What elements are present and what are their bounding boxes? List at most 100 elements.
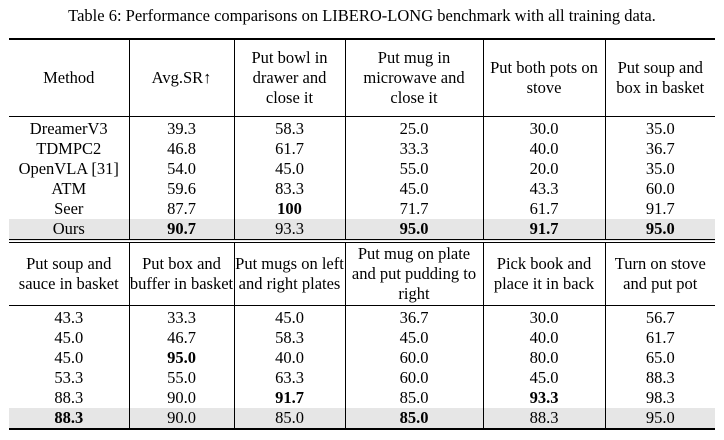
value-cell-best: 95.0 <box>129 348 235 368</box>
value-cell: 55.0 <box>129 368 235 388</box>
value-cell: 35.0 <box>645 119 675 138</box>
table-row: TDMPC2 46.8 61.7 33.3 40.0 36.7 <box>9 139 715 159</box>
value-cell: 53.3 <box>9 368 130 388</box>
table1-header-row: Method Avg.SR↑ Put bowl in drawer and cl… <box>9 38 715 117</box>
value-cell: 60.0 <box>345 368 484 388</box>
value-cell: 88.3 <box>483 408 606 430</box>
results-table: Method Avg.SR↑ Put bowl in drawer and cl… <box>9 38 715 430</box>
table-row: 43.3 33.3 45.0 36.7 30.0 56.7 <box>9 305 715 328</box>
col-header-task9: Pick book and place it in back <box>483 241 606 306</box>
value-cell: 98.3 <box>645 388 675 407</box>
col-header-method: Method <box>9 38 130 117</box>
table-row: ATM 59.6 83.3 45.0 43.3 60.0 <box>9 179 715 199</box>
value-cell: 40.0 <box>483 328 606 348</box>
value-cell: 45.0 <box>234 159 346 179</box>
method-cell: DreamerV3 <box>9 116 130 139</box>
col-header-task4: Put soup and box in basket <box>605 38 715 117</box>
value-cell: 90.0 <box>129 388 235 408</box>
value-cell: 45.0 <box>345 328 484 348</box>
value-cell-best: 85.0 <box>345 408 484 430</box>
value-cell: 33.3 <box>345 139 484 159</box>
value-cell: 60.0 <box>345 348 484 368</box>
col-header-avg-sr: Avg.SR↑ <box>129 38 235 117</box>
value-cell: 85.0 <box>345 388 484 408</box>
value-cell: 87.7 <box>129 199 235 219</box>
value-cell: 35.0 <box>645 159 675 178</box>
value-cell-best: 90.7 <box>129 219 235 243</box>
value-cell: 91.7 <box>645 199 675 218</box>
value-cell: 46.8 <box>129 139 235 159</box>
value-cell: 95.0 <box>605 408 715 430</box>
value-cell: 56.7 <box>645 308 675 327</box>
value-cell: 80.0 <box>483 348 606 368</box>
value-cell: 88.3 <box>645 368 675 387</box>
col-header-task6: Put box and buffer in basket <box>129 241 235 306</box>
value-cell: 61.7 <box>483 199 606 219</box>
table-caption: Table 6: Performance comparisons on LIBE… <box>68 6 656 25</box>
value-cell: 63.3 <box>234 368 346 388</box>
value-cell: 61.7 <box>645 328 675 347</box>
value-cell-best: 100 <box>234 199 346 219</box>
value-cell-best: 93.3 <box>483 388 606 408</box>
value-cell-best: 88.3 <box>9 408 130 430</box>
value-cell: 45.0 <box>483 368 606 388</box>
value-cell: 54.0 <box>129 159 235 179</box>
value-cell: 58.3 <box>234 328 346 348</box>
value-cell: 88.3 <box>9 388 130 408</box>
col-header-task8: Put mug on plate and put pudding to righ… <box>345 241 484 306</box>
col-header-task1: Put bowl in drawer and close it <box>234 38 346 117</box>
value-cell: 83.3 <box>234 179 346 199</box>
value-cell: 58.3 <box>234 116 346 139</box>
value-cell: 36.7 <box>645 139 675 158</box>
value-cell: 55.0 <box>345 159 484 179</box>
method-cell: Seer <box>9 199 130 219</box>
table-row-ours: Ours 90.7 93.3 95.0 91.7 95.0 <box>9 219 715 243</box>
value-cell: 40.0 <box>483 139 606 159</box>
value-cell: 90.0 <box>129 408 235 430</box>
value-cell: 39.3 <box>129 116 235 139</box>
method-cell: Ours <box>9 219 130 243</box>
value-cell-best: 91.7 <box>483 219 606 243</box>
value-cell: 59.6 <box>129 179 235 199</box>
table-row: 45.0 46.7 58.3 45.0 40.0 61.7 <box>9 328 715 348</box>
value-cell: 45.0 <box>234 305 346 328</box>
col-header-task2: Put mug in microwave and close it <box>345 38 484 117</box>
table-row-ours: 88.3 90.0 85.0 85.0 88.3 95.0 <box>9 408 715 430</box>
value-cell: 65.0 <box>645 348 675 367</box>
value-cell: 85.0 <box>234 408 346 430</box>
value-cell: 20.0 <box>483 159 606 179</box>
col-header-task5: Put soup and sauce in basket <box>9 241 130 306</box>
value-cell-best: 95.0 <box>605 219 715 243</box>
method-cell: OpenVLA [31] <box>9 159 130 179</box>
value-cell: 46.7 <box>129 328 235 348</box>
table-row: 88.3 90.0 91.7 85.0 93.3 98.3 <box>9 388 715 408</box>
value-cell: 45.0 <box>9 328 130 348</box>
value-cell: 45.0 <box>9 348 130 368</box>
value-cell: 60.0 <box>645 179 675 198</box>
value-cell: 40.0 <box>234 348 346 368</box>
value-cell-best: 91.7 <box>234 388 346 408</box>
value-cell-best: 95.0 <box>345 219 484 243</box>
value-cell: 61.7 <box>234 139 346 159</box>
value-cell: 43.3 <box>483 179 606 199</box>
value-cell: 30.0 <box>483 116 606 139</box>
value-cell: 36.7 <box>345 305 484 328</box>
col-header-task10: Turn on stove and put pot <box>605 241 715 306</box>
col-header-task7: Put mugs on left and right plates <box>234 241 346 306</box>
table-row: DreamerV3 39.3 58.3 25.0 30.0 35.0 <box>9 116 715 139</box>
method-cell: ATM <box>9 179 130 199</box>
value-cell: 93.3 <box>234 219 346 243</box>
value-cell: 25.0 <box>345 116 484 139</box>
table-row: 53.3 55.0 63.3 60.0 45.0 88.3 <box>9 368 715 388</box>
value-cell: 43.3 <box>9 305 130 328</box>
table-row: 45.0 95.0 40.0 60.0 80.0 65.0 <box>9 348 715 368</box>
col-header-task3: Put both pots on stove <box>483 38 606 117</box>
table-row: Seer 87.7 100 71.7 61.7 91.7 <box>9 199 715 219</box>
table2-header-row: Put soup and sauce in basket Put box and… <box>9 241 715 306</box>
value-cell: 45.0 <box>345 179 484 199</box>
value-cell: 30.0 <box>483 305 606 328</box>
value-cell: 71.7 <box>345 199 484 219</box>
value-cell: 33.3 <box>129 305 235 328</box>
method-cell: TDMPC2 <box>9 139 130 159</box>
table-row: OpenVLA [31] 54.0 45.0 55.0 20.0 35.0 <box>9 159 715 179</box>
